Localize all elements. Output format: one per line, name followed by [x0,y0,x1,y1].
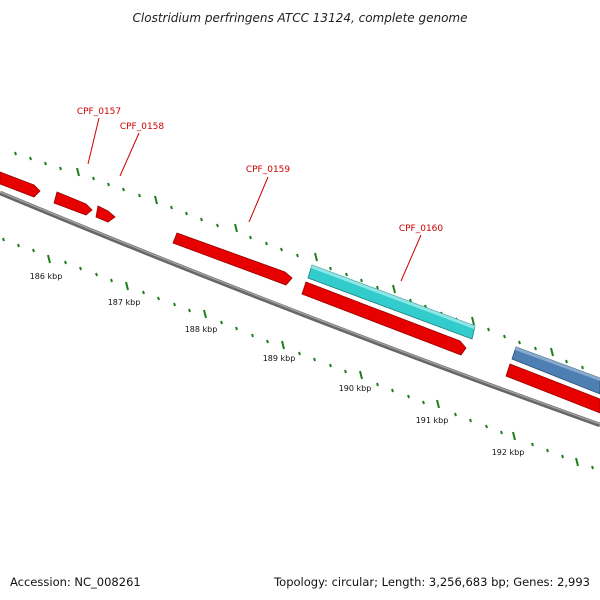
gene-label-cpf-0157[interactable]: CPF_0157 [77,107,121,117]
gene-labels: CPF_0157 CPF_0158 CPF_0159 CPF_0160 [77,107,444,234]
gene-label-leaders [87,117,422,282]
genome-summary-text: Topology: circular; Length: 3,256,683 bp… [273,575,590,589]
gene-features [0,171,600,414]
scale-label-186: 186 kbp [30,272,63,281]
gene-bar[interactable] [511,346,600,395]
scale-label-192: 192 kbp [492,448,525,457]
genome-backbone [0,190,600,428]
scale-label-188: 188 kbp [185,325,218,334]
gene-label-cpf-0158[interactable]: CPF_0158 [120,122,165,132]
outer-tick-track [14,151,584,370]
scale-label-190: 190 kbp [339,384,372,393]
gene-arrow[interactable] [0,171,41,198]
gene-label-cpf-0159[interactable]: CPF_0159 [246,165,291,175]
gene-arrow-cpf-0159[interactable] [172,232,293,286]
gene-arrow-cpf-0158[interactable] [95,205,116,223]
accession-text: Accession: NC_008261 [10,575,141,589]
scale-label-191: 191 kbp [416,416,449,425]
gene-label-cpf-0160[interactable]: CPF_0160 [399,224,444,234]
gene-arrow[interactable] [301,281,467,356]
inner-scale-track [2,237,594,470]
gene-arrow-cpf-0157[interactable] [53,191,93,216]
gene-bar-cpf-0160[interactable] [307,264,476,340]
gene-arrow[interactable] [505,363,600,414]
scale-label-189: 189 kbp [263,354,296,363]
scale-labels: 186 kbp 187 kbp 188 kbp 189 kbp 190 kbp … [30,272,525,457]
map-title: Clostridium perfringens ATCC 13124, comp… [133,11,468,25]
scale-label-187: 187 kbp [108,298,141,307]
